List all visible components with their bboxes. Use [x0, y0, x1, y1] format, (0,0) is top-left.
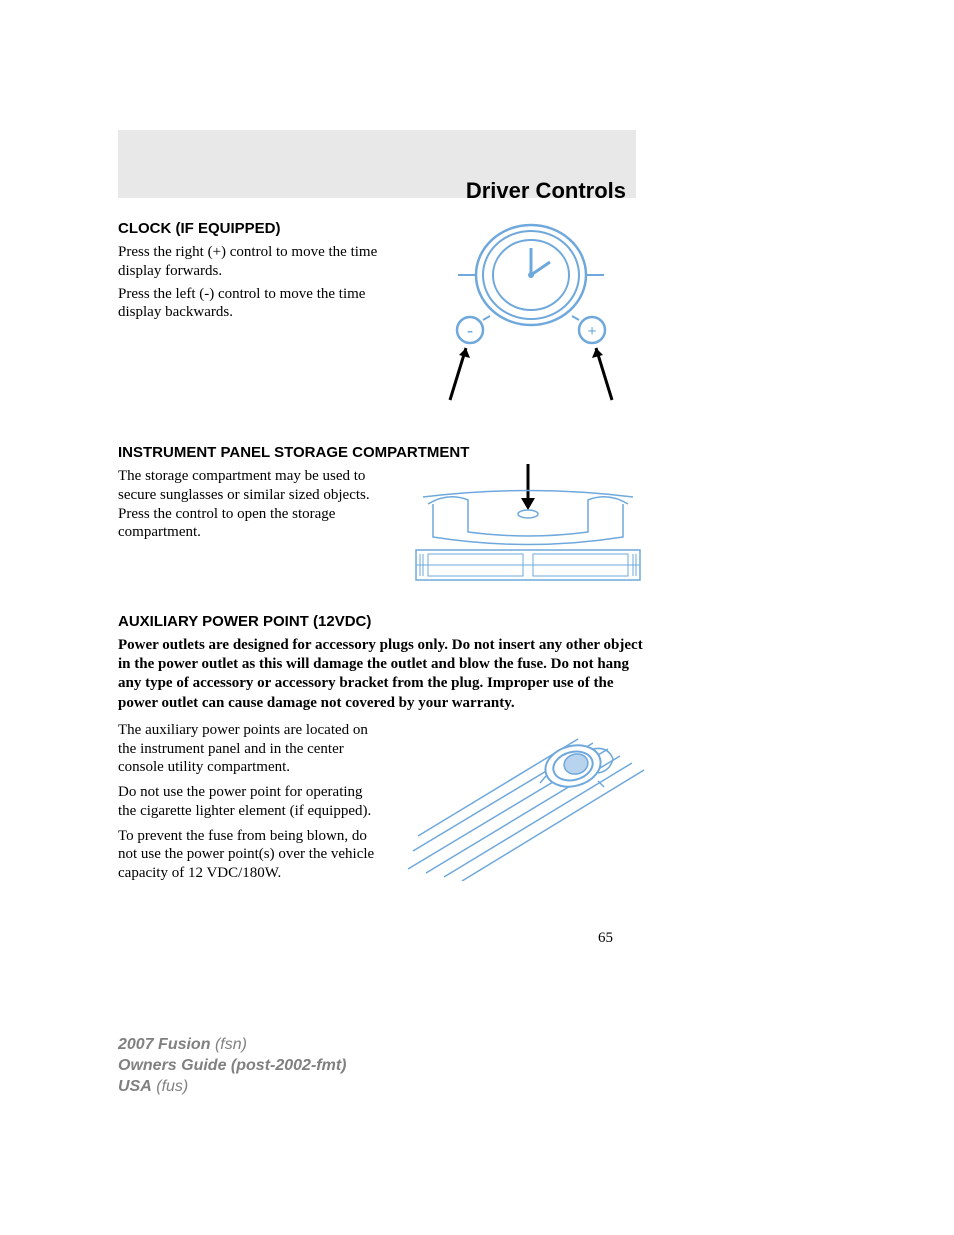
footer-model: 2007 Fusion	[118, 1036, 210, 1053]
power-p3: To prevent the fuse from being blown, do…	[118, 827, 378, 883]
power-text-column: The auxiliary power points are located o…	[118, 721, 378, 883]
section-power: AUXILIARY POWER POINT (12VDC) Power outl…	[118, 613, 648, 901]
footer-line1: 2007 Fusion (fsn)	[118, 1035, 346, 1056]
section-storage: INSTRUMENT PANEL STORAGE COMPARTMENT The…	[118, 444, 648, 589]
storage-diagram	[398, 462, 658, 582]
power-p2: Do not use the power point for operating…	[118, 783, 378, 821]
storage-text-column: The storage compartment may be used to s…	[118, 467, 378, 542]
footer-line3: USA (fus)	[118, 1077, 346, 1098]
footer: 2007 Fusion (fsn) Owners Guide (post-200…	[118, 1035, 346, 1097]
clock-p1: Press the right (+) control to move the …	[118, 243, 378, 281]
power-diagram	[398, 721, 658, 881]
clock-diagram: - +	[408, 220, 654, 400]
footer-line2: Owners Guide (post-2002-fmt)	[118, 1056, 346, 1077]
footer-region: USA	[118, 1078, 152, 1095]
power-warning: Power outlets are designed for accessory…	[118, 636, 646, 713]
svg-text:+: +	[587, 323, 596, 340]
page-number: 65	[598, 930, 613, 947]
chapter-title: Driver Controls	[118, 178, 636, 204]
clock-text-column: Press the right (+) control to move the …	[118, 243, 378, 322]
footer-code2: (fus)	[156, 1078, 188, 1095]
section-clock: CLOCK (IF EQUIPPED) Press the right (+) …	[118, 220, 648, 420]
storage-p1: The storage compartment may be used to s…	[118, 467, 378, 542]
heading-storage: INSTRUMENT PANEL STORAGE COMPARTMENT	[118, 444, 648, 461]
footer-code1: (fsn)	[215, 1036, 247, 1053]
svg-text:-: -	[467, 320, 473, 340]
page-content: CLOCK (IF EQUIPPED) Press the right (+) …	[118, 220, 648, 925]
footer-guide: Owners Guide (post-2002-fmt)	[118, 1057, 346, 1074]
clock-p2: Press the left (-) control to move the t…	[118, 285, 378, 323]
heading-power: AUXILIARY POWER POINT (12VDC)	[118, 613, 648, 630]
power-p1: The auxiliary power points are located o…	[118, 721, 378, 777]
